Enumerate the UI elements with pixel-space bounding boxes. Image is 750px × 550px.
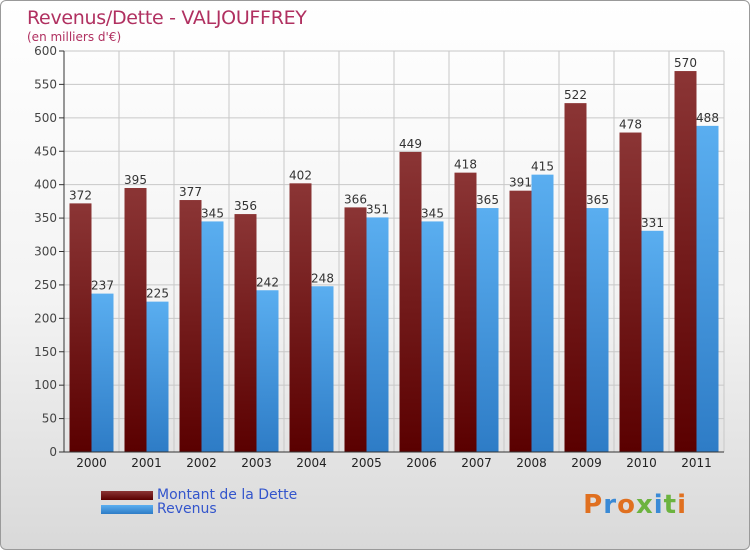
bar-revenue xyxy=(476,208,499,452)
logo-letter: r xyxy=(603,490,618,520)
data-label-debt: 356 xyxy=(234,199,257,213)
y-tick-label: 500 xyxy=(34,111,57,125)
logo-letter: i xyxy=(677,490,687,520)
x-tick-label: 2011 xyxy=(681,456,712,470)
logo-letter: t xyxy=(663,490,678,520)
data-label-revenue: 365 xyxy=(586,193,609,207)
logo-letter: P xyxy=(583,490,604,520)
bar-debt xyxy=(124,188,147,452)
bar-debt xyxy=(69,203,92,452)
x-tick-label: 2001 xyxy=(131,456,162,470)
y-tick-label: 300 xyxy=(34,245,57,259)
labels: 0 50 100 150 200 250 300 350 400 450 500 550 600 372 2… xyxy=(34,44,719,470)
data-label-revenue: 331 xyxy=(641,216,664,230)
chart-subtitle: (en milliers d'€) xyxy=(27,30,122,44)
data-label-debt: 366 xyxy=(344,192,367,206)
y-tick-label: 350 xyxy=(34,211,57,225)
data-label-debt: 395 xyxy=(124,173,147,187)
bar-revenue xyxy=(421,221,444,452)
data-label-debt: 449 xyxy=(399,137,422,151)
data-label-debt: 418 xyxy=(454,158,477,172)
bar-revenue xyxy=(311,286,334,452)
bar-revenue xyxy=(201,221,224,452)
bar-debt xyxy=(564,103,587,452)
x-tick-label: 2009 xyxy=(571,456,602,470)
bar-debt xyxy=(674,71,697,453)
bar-debt xyxy=(289,183,312,452)
bar-revenue xyxy=(366,217,389,452)
y-tick-label: 400 xyxy=(34,178,57,192)
bar-debt xyxy=(619,132,642,452)
y-tick-label: 250 xyxy=(34,278,57,292)
data-label-revenue: 237 xyxy=(91,279,114,293)
bar-revenue xyxy=(146,301,169,452)
x-tick-label: 2003 xyxy=(241,456,272,470)
axes xyxy=(59,50,724,453)
logo-letter: o xyxy=(617,490,636,520)
data-label-revenue: 345 xyxy=(201,206,224,220)
legend-swatch-debt xyxy=(101,490,153,500)
data-label-revenue: 351 xyxy=(366,202,389,216)
bar-revenue xyxy=(586,208,609,452)
y-tick-label: 50 xyxy=(42,412,57,426)
legend-swatch-revenue xyxy=(101,504,153,514)
bar-debt xyxy=(509,190,532,452)
x-tick-label: 2006 xyxy=(406,456,437,470)
data-label-revenue: 365 xyxy=(476,193,499,207)
legend-label-revenue: Revenus xyxy=(157,501,217,517)
data-label-debt: 391 xyxy=(509,176,532,190)
data-label-revenue: 248 xyxy=(311,271,334,285)
bar-revenue xyxy=(531,174,554,452)
y-tick-label: 450 xyxy=(34,144,57,158)
data-label-debt: 522 xyxy=(564,88,587,102)
bar-revenue xyxy=(256,290,279,452)
data-label-revenue: 345 xyxy=(421,206,444,220)
data-label-revenue: 415 xyxy=(531,160,554,174)
x-tick-label: 2010 xyxy=(626,456,657,470)
y-tick-label: 600 xyxy=(34,44,57,58)
x-tick-label: 2000 xyxy=(76,456,107,470)
y-tick-label: 100 xyxy=(34,378,57,392)
data-label-debt: 402 xyxy=(289,168,312,182)
bar-debt xyxy=(234,214,257,452)
x-tick-label: 2008 xyxy=(516,456,547,470)
data-label-debt: 372 xyxy=(69,188,92,202)
proxiti-logo: Proxiti xyxy=(583,490,687,520)
legend-item-revenue: Revenus xyxy=(101,501,217,517)
data-label-revenue: 242 xyxy=(256,275,279,289)
y-tick-label: 0 xyxy=(49,445,57,459)
bar-revenue xyxy=(696,125,719,452)
bar-debt xyxy=(344,207,367,452)
data-label-revenue: 225 xyxy=(146,287,169,301)
bar-debt xyxy=(399,151,422,452)
bar-debt xyxy=(454,172,477,453)
y-tick-label: 200 xyxy=(34,311,57,325)
x-tick-label: 2004 xyxy=(296,456,327,470)
bar-revenue xyxy=(91,293,114,452)
bar-revenue xyxy=(641,230,664,452)
bar-debt xyxy=(179,200,202,452)
y-tick-label: 150 xyxy=(34,345,57,359)
x-tick-label: 2002 xyxy=(186,456,217,470)
x-tick-label: 2007 xyxy=(461,456,492,470)
legend-label-debt: Montant de la Dette xyxy=(157,487,298,503)
logo-letter: x xyxy=(635,490,654,520)
logo-letter: i xyxy=(653,490,664,520)
chart-title: Revenus/Dette - VALJOUFFREY xyxy=(27,7,307,29)
y-tick-label: 550 xyxy=(34,77,57,91)
data-label-debt: 570 xyxy=(674,56,697,70)
data-label-revenue: 488 xyxy=(696,111,719,125)
bars xyxy=(69,71,719,453)
grid-lines xyxy=(63,50,725,453)
x-tick-label: 2005 xyxy=(351,456,382,470)
legend-item-debt: Montant de la Dette xyxy=(101,487,297,503)
data-label-debt: 478 xyxy=(619,118,642,132)
data-label-debt: 377 xyxy=(179,185,202,199)
